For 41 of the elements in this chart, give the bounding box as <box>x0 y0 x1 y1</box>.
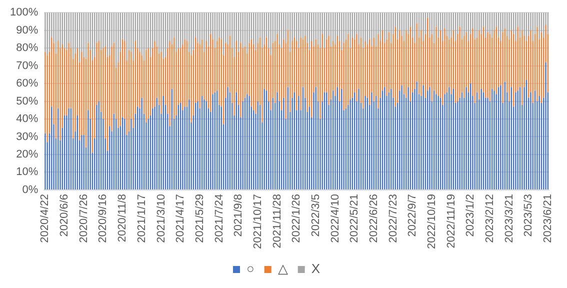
x-tick-label: 2022/1/26 <box>290 194 303 243</box>
y-tick-label: 100% <box>10 6 38 19</box>
x-tick-label: 2023/3/21 <box>503 194 516 243</box>
x-tick-label: 2021/3/10 <box>155 194 168 243</box>
x-tick-label: 2021/9/8 <box>232 194 245 237</box>
y-tick-label: 40% <box>16 113 38 126</box>
y-tick-label: 90% <box>16 24 38 36</box>
x-tick-label: 2022/11/19 <box>445 194 458 248</box>
x-tick-label: 2023/2/12 <box>484 194 496 243</box>
x-tick-label: 2022/5/21 <box>348 194 361 243</box>
x-tick-label: 2021/1/17 <box>136 194 148 243</box>
x-tick-label: 2022/4/10 <box>329 194 342 243</box>
x-tick-label: 2023/1/2 <box>464 194 477 237</box>
x-tick-label: 2022/9/7 <box>406 194 419 237</box>
x-tick-label: 2021/5/29 <box>194 194 206 243</box>
x-tick-label: 2020/4/22 <box>39 194 52 243</box>
legend-label: ○ <box>246 261 254 276</box>
x-tick-label: 2020/11/8 <box>116 194 129 242</box>
x-tick-label: 2021/10/17 <box>252 194 264 250</box>
legend-label: △ <box>278 261 288 276</box>
x-tick-label: 2020/6/6 <box>58 194 71 237</box>
x-tick-label: 2023/5/3 <box>522 194 535 237</box>
y-tick-label: 0% <box>22 184 38 196</box>
x-tick-label: 2022/3/5 <box>310 194 322 237</box>
x-tick-label: 2021/7/24 <box>213 194 226 243</box>
y-tick-label: 20% <box>16 148 38 161</box>
x-tick-label: 2020/7/26 <box>78 194 90 243</box>
y-tick-label: 60% <box>16 78 38 90</box>
x-tick-label: 2022/7/23 <box>387 194 400 243</box>
y-tick-label: 50% <box>16 95 38 108</box>
x-tick-label: 2021/4/17 <box>174 194 187 243</box>
x-tick-label: 2021/11/28 <box>271 194 284 248</box>
legend-label: X <box>311 261 320 276</box>
x-tick-label: 2023/6/21 <box>542 194 554 243</box>
x-tick-label: 2022/6/26 <box>368 194 380 243</box>
y-tick-label: 30% <box>16 130 38 143</box>
x-tick-label: 2020/9/16 <box>97 194 110 243</box>
y-tick-label: 10% <box>16 166 38 178</box>
y-tick-label: 70% <box>16 60 38 72</box>
x-tick-label: 2022/10/19 <box>426 194 438 250</box>
y-tick-label: 80% <box>16 42 38 54</box>
